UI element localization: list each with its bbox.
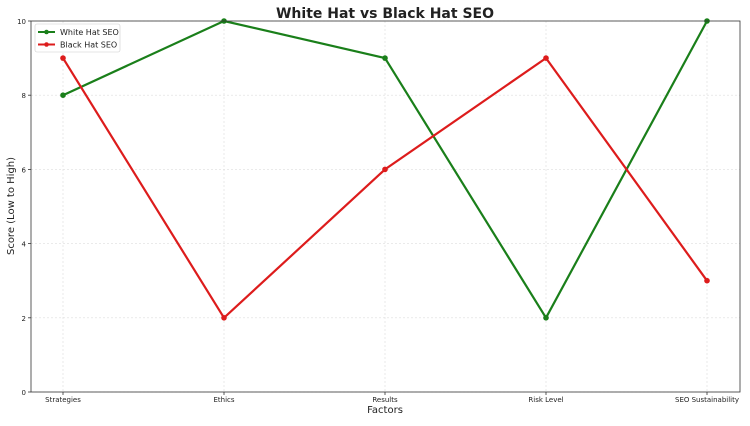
legend-marker — [44, 42, 49, 47]
x-tick-label: Strategies — [45, 396, 81, 404]
y-tick-label: 10 — [17, 18, 26, 26]
data-point — [60, 55, 66, 61]
ticks: 0 2 4 6 8 10 Strategies Ethics Results Risk Level… — [17, 18, 739, 404]
x-tick-label: Risk Level — [528, 396, 563, 404]
data-point — [704, 277, 710, 284]
y-axis-label: Score (Low to High) — [6, 157, 17, 255]
series-group — [60, 18, 710, 321]
y-tick-label: 6 — [22, 166, 27, 174]
x-axis-label: Factors — [367, 405, 403, 416]
x-tick-label: Ethics — [213, 396, 234, 404]
y-tick-label: 8 — [22, 92, 26, 100]
data-point — [382, 55, 388, 61]
data-point — [221, 315, 227, 321]
legend-label: Black Hat SEO — [60, 41, 117, 50]
data-point — [543, 55, 549, 61]
y-tick-label: 2 — [22, 315, 26, 323]
x-tick-label: SEO Sustainability — [675, 396, 739, 404]
legend: White Hat SEO Black Hat SEO — [34, 23, 121, 53]
plot-frame — [30, 20, 741, 393]
grid — [31, 20, 740, 393]
x-tick-label: Results — [372, 396, 398, 404]
data-point — [543, 315, 549, 321]
legend-box — [34, 23, 121, 53]
data-point — [382, 166, 388, 173]
data-point — [60, 92, 66, 98]
chart-title: White Hat vs Black Hat SEO — [276, 6, 494, 22]
y-tick-label: 4 — [22, 241, 27, 249]
legend-marker — [44, 29, 49, 35]
legend-label: White Hat SEO — [60, 28, 119, 37]
y-tick-label: 0 — [22, 389, 26, 397]
